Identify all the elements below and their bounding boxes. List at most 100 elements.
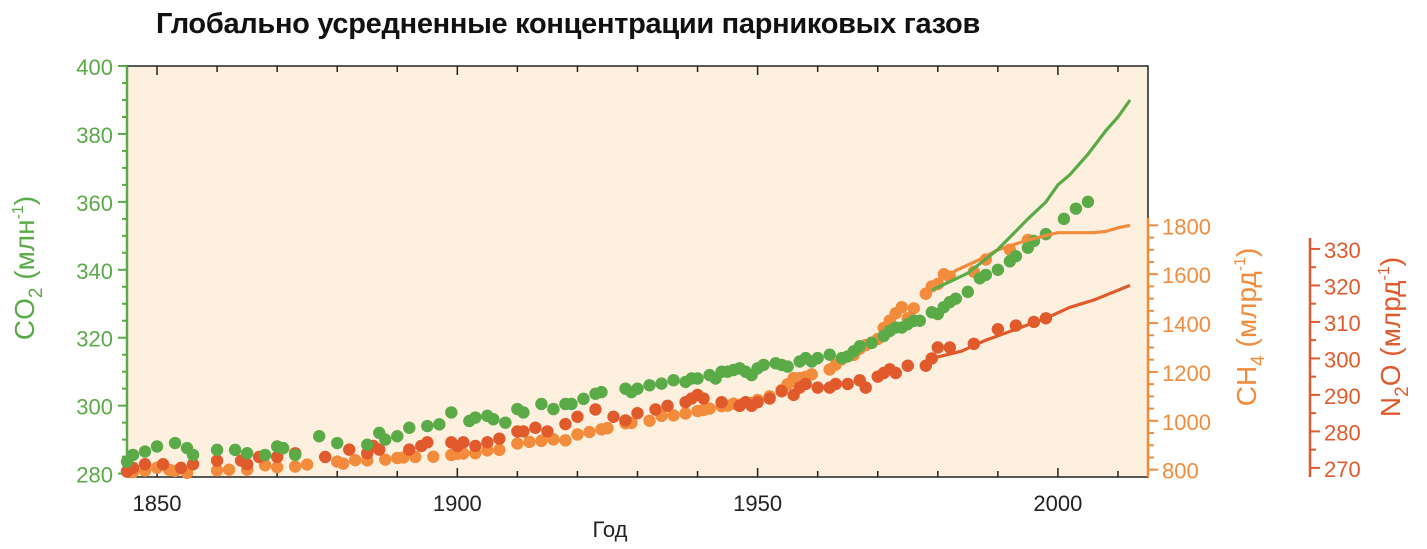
co2-point [391,430,404,443]
n2o-point [156,458,170,471]
n2o-point [631,406,644,420]
n2o-point [607,410,620,423]
co2-point [138,445,152,458]
n2o-point [457,436,470,449]
co2-point [276,441,290,455]
ch4-tick-label: 800 [1162,459,1199,484]
n2o-point [421,436,434,449]
co2-point [781,360,794,373]
co2-point [288,448,302,462]
co2-point [240,447,254,460]
co2-point [186,448,200,462]
co2-point [421,419,434,433]
ch4-tick-label: 1200 [1162,361,1211,386]
ch4-point [210,464,224,477]
n2o-axis-title: N2O (млрд-1) [1375,257,1413,417]
ch4-point [337,457,350,470]
n2o-point [649,403,662,416]
ch4-point [511,437,524,450]
co2-point [499,416,512,429]
co2-point [469,411,482,424]
n2o-point [270,450,284,464]
co2-point [991,263,1005,277]
n2o-point [943,341,957,354]
n2o-point [811,381,824,394]
ch4-point [300,458,314,471]
n2o-point [775,385,788,398]
co2-point [865,336,878,350]
ch4-point [571,428,584,441]
co2-point [595,385,608,399]
co2-point [823,348,836,361]
x-tick-label: 1900 [433,491,482,516]
co2-point [258,448,272,462]
co2-point [361,438,374,451]
co2-line [931,99,1132,292]
n2o-point [829,377,842,391]
co2-axis-title: CO2 (млн-1) [9,196,47,340]
co2-point [487,413,500,426]
co2-point [433,418,446,431]
ch4-tick-label: 1000 [1162,410,1211,435]
n2o-point [343,443,356,456]
n2o-point [403,443,416,456]
n2o-point [559,417,572,431]
n2o-point [991,323,1005,336]
co2-tick-label: 300 [76,395,113,420]
n2o-tick-label: 280 [1324,420,1361,445]
n2o-point [138,458,152,471]
co2-point [168,436,182,450]
ch4-point [667,409,680,422]
co2-point [1081,195,1095,209]
x-tick-label: 1950 [733,491,782,516]
n2o-point [373,443,386,456]
co2-tick-label: 340 [76,259,113,284]
co2-point [961,285,975,299]
x-tick-label: 1850 [133,491,182,516]
n2o-point [841,377,854,391]
ch4-point [270,461,284,474]
ch4-point [601,421,614,435]
n2o-tick-label: 270 [1324,457,1361,482]
n2o-line [931,283,1131,360]
co2-point [547,402,560,416]
n2o-point [318,450,332,464]
co2-point [535,397,548,411]
chart-title: Глобально усредненные концентрации парни… [156,8,980,40]
co2-point [631,382,644,395]
n2o-point [541,425,554,438]
n2o-point [210,454,224,467]
co2-point [811,351,824,365]
co2-tick-label: 280 [76,463,113,488]
n2o-point [931,341,944,354]
co2-point [1057,212,1071,226]
n2o-tick-label: 310 [1324,311,1361,336]
co2-point [1069,202,1083,215]
co2-point [949,292,963,305]
n2o-point [589,403,602,416]
n2o-point [715,395,728,409]
ch4-point [679,407,692,420]
co2-point [126,448,140,462]
co2-point [228,443,242,457]
co2-point [565,397,578,411]
ch4-point [493,443,506,457]
ch4-point [895,300,908,314]
n2o-tick-label: 330 [1324,238,1361,263]
n2o-point [661,399,674,413]
ch4-point [643,414,656,428]
co2-point [643,379,656,392]
n2o-point [481,436,494,449]
ch4-point [583,425,596,439]
co2-point [979,268,993,282]
x-axis-label: Год [592,517,627,542]
ch4-tick-label: 1400 [1162,312,1211,337]
co2-point [691,372,704,385]
ch4-point [907,302,920,315]
ch4-point [222,463,236,476]
n2o-point [174,461,188,475]
co2-point [331,436,344,450]
ch4-point [427,450,440,463]
co2-tick-label: 380 [76,123,113,148]
n2o-point [517,425,530,438]
